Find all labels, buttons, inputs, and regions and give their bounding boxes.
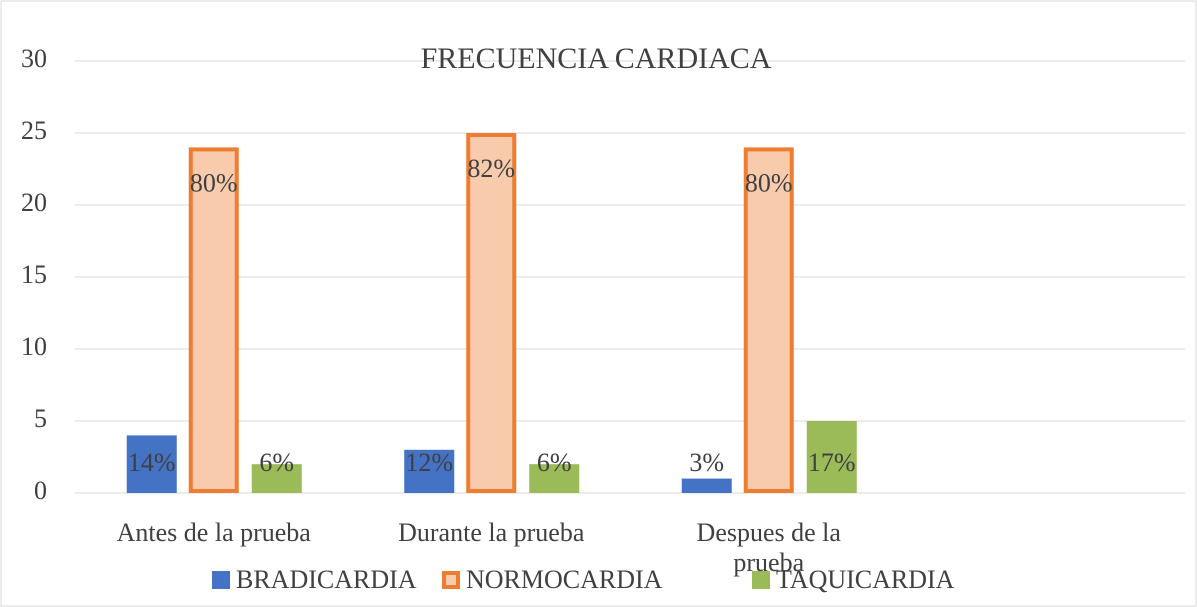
legend-label: TAQUICARDIA (776, 565, 955, 594)
data-label: 12% (405, 448, 453, 477)
y-tick-label: 20 (21, 188, 47, 217)
bar (529, 464, 580, 493)
data-label: 3% (689, 448, 724, 477)
data-label: 6% (537, 448, 572, 477)
data-label: 6% (259, 448, 294, 477)
x-tick-label: Antes de la prueba (116, 518, 311, 547)
x-tick-label: Despues de la prueba (696, 518, 841, 577)
y-tick-label: 25 (21, 116, 47, 145)
bar (404, 449, 455, 493)
data-label: 80% (745, 168, 793, 197)
x-tick-label: Durante la prueba (398, 518, 585, 547)
legend-swatch (752, 571, 770, 589)
y-tick-label: 0 (34, 476, 47, 505)
y-tick-label: 30 (21, 44, 47, 73)
legend-label: NORMOCARDIA (466, 565, 663, 594)
bar (806, 421, 857, 493)
bar (251, 464, 302, 493)
data-label: 82% (467, 154, 515, 183)
y-tick-label: 10 (21, 332, 47, 361)
data-label: 80% (190, 168, 238, 197)
chart-title: FRECUENCIA CARDIACA (421, 42, 772, 75)
bar (681, 478, 732, 493)
data-label: 14% (128, 448, 176, 477)
bar (466, 133, 517, 493)
legend-label: BRADICARDIA (236, 565, 417, 594)
bar (743, 147, 794, 493)
bar (126, 435, 177, 493)
y-tick-label: 15 (21, 260, 47, 289)
legend-swatch (442, 571, 460, 589)
bar (188, 147, 239, 493)
y-tick-label: 5 (34, 404, 47, 433)
data-label: 17% (808, 448, 856, 477)
legend-swatch (212, 571, 230, 589)
